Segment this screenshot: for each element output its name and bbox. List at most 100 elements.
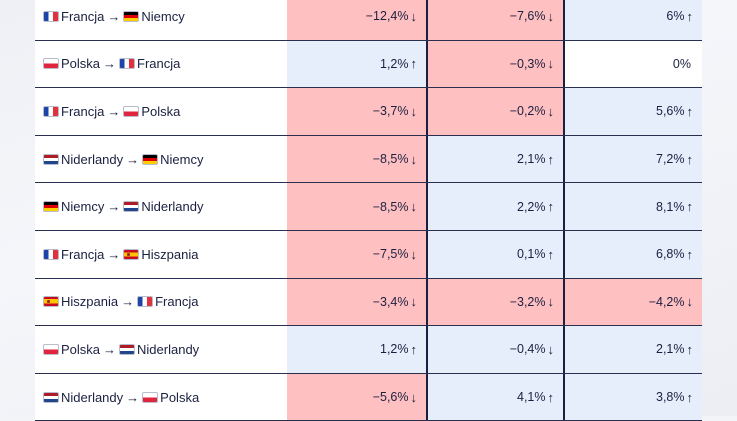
arrow-down-icon: ↓ xyxy=(410,103,418,119)
change-value: 7,2% xyxy=(656,152,685,167)
change-cell-1: −8,5% ↓ xyxy=(287,183,426,230)
arrow-up-icon: ↑ xyxy=(686,151,694,167)
table-row: Hiszpania → Francja −3,4% ↓ −3,2% ↓ −4,2% ↓ xyxy=(35,278,702,327)
route-cell: Niemcy → Niderlandy xyxy=(35,183,287,230)
route-arrow-icon: → xyxy=(126,389,140,405)
change-cell-1: −3,7% ↓ xyxy=(287,88,426,135)
change-value: 1,2% xyxy=(380,342,409,357)
change-value: −4,2% xyxy=(648,294,685,309)
table-row: Francja → Polska −3,7% ↓ −0,2% ↓ 5,6% ↑ xyxy=(35,88,702,136)
change-cell-3: 7,2% ↑ xyxy=(565,135,702,183)
destination-country: Francja xyxy=(155,294,199,310)
change-value: −0,2% xyxy=(509,104,546,119)
arrow-down-icon: ↓ xyxy=(547,341,555,357)
de-flag-icon xyxy=(142,153,159,165)
change-cell-2: −0,3% ↓ xyxy=(426,40,565,88)
arrow-up-icon: ↑ xyxy=(547,199,555,215)
change-value: 3,8% xyxy=(656,390,685,405)
arrow-down-icon: ↓ xyxy=(686,294,694,310)
route-arrow-icon: → xyxy=(107,103,121,119)
change-cell-2: 4,1% ↑ xyxy=(426,373,565,421)
change-cell-2: −0,4% ↓ xyxy=(426,326,565,373)
destination-country: Niemcy xyxy=(141,8,185,24)
fr-flag-icon xyxy=(43,105,59,117)
change-value: 6,8% xyxy=(656,247,685,262)
change-cell-2: 0,1% ↑ xyxy=(426,230,565,278)
change-value: −3,4% xyxy=(372,294,409,309)
nl-flag-icon xyxy=(43,153,59,165)
change-cell-1: −12,4% ↓ xyxy=(287,0,426,40)
route-arrow-icon: → xyxy=(107,199,121,215)
arrow-up-icon: ↑ xyxy=(547,389,555,405)
table-row: Francja → Hiszpania −7,5% ↓ 0,1% ↑ 6,8% ↑ xyxy=(35,230,702,279)
change-value: −0,4% xyxy=(509,342,546,357)
change-value: −3,7% xyxy=(372,104,409,119)
origin-country: Francja xyxy=(61,246,105,262)
pl-flag-icon xyxy=(142,391,159,403)
arrow-up-icon: ↑ xyxy=(547,151,555,167)
change-cell-1: −8,5% ↓ xyxy=(287,135,426,183)
change-value: 5,6% xyxy=(656,104,685,119)
arrow-down-icon: ↓ xyxy=(410,389,418,405)
route-arrow-icon: → xyxy=(107,8,121,24)
change-value: 2,2% xyxy=(517,199,546,214)
change-cell-2: −3,2% ↓ xyxy=(426,278,565,326)
de-flag-icon xyxy=(43,201,59,213)
table-row: Polska → Francja 1,2% ↑ −0,3% ↓ 0% xyxy=(35,40,702,89)
destination-country: Niderlandy xyxy=(141,199,204,215)
change-value: −3,2% xyxy=(509,294,546,309)
arrow-down-icon: ↓ xyxy=(410,199,418,215)
change-cell-3: −4,2% ↓ xyxy=(565,278,702,326)
origin-country: Francja xyxy=(61,8,105,24)
change-cell-3: 3,8% ↑ xyxy=(565,373,702,421)
route-cell: Hiszpania → Francja xyxy=(35,278,287,326)
change-cell-3: 5,6% ↑ xyxy=(565,88,702,135)
arrow-up-icon: ↑ xyxy=(686,8,694,24)
change-value: 2,1% xyxy=(656,342,685,357)
origin-country: Francja xyxy=(61,103,105,119)
change-cell-1: −3,4% ↓ xyxy=(287,278,426,326)
destination-country: Polska xyxy=(141,103,181,119)
route-cell: Niderlandy → Niemcy xyxy=(35,135,287,183)
change-cell-2: −0,2% ↓ xyxy=(426,88,565,135)
change-cell-1: 1,2% ↑ xyxy=(287,326,426,373)
route-arrow-icon: → xyxy=(107,246,121,262)
change-value: 4,1% xyxy=(517,390,546,405)
destination-country: Hiszpania xyxy=(141,246,199,262)
change-value: 8,1% xyxy=(656,199,685,214)
arrow-down-icon: ↓ xyxy=(547,103,555,119)
route-cell: Niderlandy → Polska xyxy=(35,373,287,421)
change-cell-3: 8,1% ↑ xyxy=(565,183,702,230)
origin-country: Hiszpania xyxy=(61,294,119,310)
arrow-up-icon: ↑ xyxy=(410,341,418,357)
route-cell: Polska → Francja xyxy=(35,40,287,88)
origin-country: Niderlandy xyxy=(61,389,124,405)
arrow-up-icon: ↑ xyxy=(686,103,694,119)
destination-country: Niderlandy xyxy=(137,341,200,357)
change-cell-3: 6% ↑ xyxy=(565,0,702,40)
origin-country: Niemcy xyxy=(61,199,105,215)
change-cell-2: 2,1% ↑ xyxy=(426,135,565,183)
fr-flag-icon xyxy=(43,10,59,22)
arrow-down-icon: ↓ xyxy=(547,56,555,72)
change-value: 6% xyxy=(666,9,685,24)
fr-flag-icon xyxy=(43,248,59,260)
fr-flag-icon xyxy=(119,58,136,70)
nl-flag-icon xyxy=(43,391,59,403)
arrow-up-icon: ↑ xyxy=(686,389,694,405)
nl-flag-icon xyxy=(119,343,136,355)
de-flag-icon xyxy=(123,10,140,22)
change-value: −7,5% xyxy=(372,247,409,262)
table-row: Niderlandy → Niemcy −8,5% ↓ 2,1% ↑ 7,2% ↑ xyxy=(35,135,702,184)
arrow-down-icon: ↓ xyxy=(410,8,418,24)
change-cell-1: −5,6% ↓ xyxy=(287,373,426,421)
origin-country: Niderlandy xyxy=(61,151,124,167)
table-row: Niderlandy → Polska −5,6% ↓ 4,1% ↑ 3,8% ↑ xyxy=(35,373,702,421)
change-cell-2: 2,2% ↑ xyxy=(426,183,565,230)
origin-country: Polska xyxy=(61,56,101,72)
arrow-up-icon: ↑ xyxy=(686,341,694,357)
change-value: −5,6% xyxy=(372,390,409,405)
arrow-down-icon: ↓ xyxy=(410,246,418,262)
destination-country: Polska xyxy=(160,389,200,405)
table-row: Niemcy → Niderlandy −8,5% ↓ 2,2% ↑ 8,1% ↑ xyxy=(35,183,702,231)
